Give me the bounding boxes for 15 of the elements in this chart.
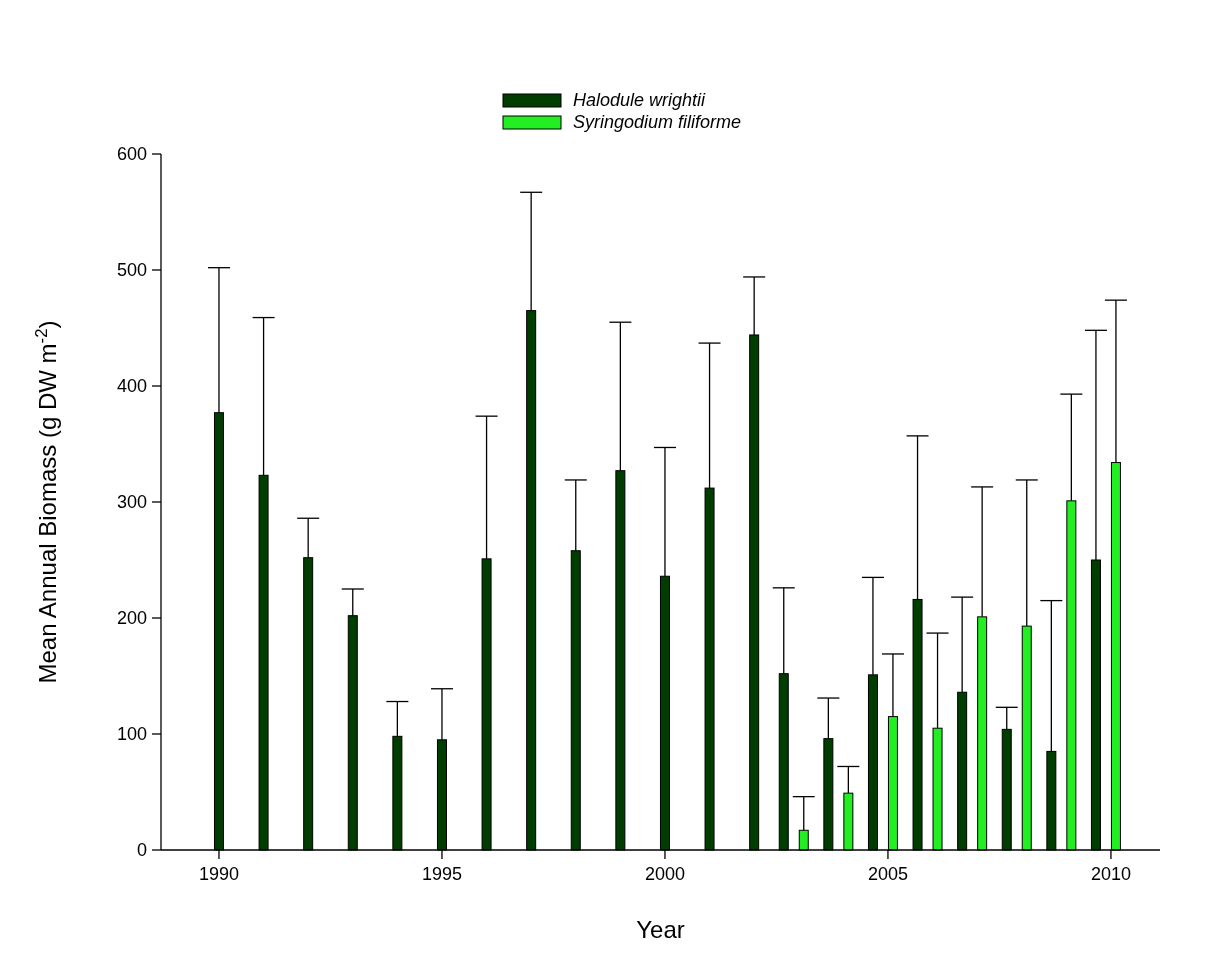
y-tick-label: 400 [116, 376, 147, 396]
y-tick-label: 200 [116, 608, 147, 628]
x-tick-label: 2010 [1090, 864, 1131, 884]
y-tick-label: 500 [116, 260, 147, 280]
x-tick-label: 1990 [198, 864, 239, 884]
y-tick-label: 300 [116, 492, 147, 512]
y-tick-label: 100 [116, 724, 147, 744]
y-tick-label: 600 [116, 144, 147, 164]
legend-label: Halodule wrightii [573, 90, 707, 110]
x-tick-label: 2005 [867, 864, 908, 884]
y-tick-label: 0 [136, 840, 147, 860]
legend-label: Syringodium filiforme [573, 112, 742, 132]
x-tick-label: 1995 [421, 864, 462, 884]
x-axis-title: Year [636, 916, 685, 943]
x-tick-label: 2000 [644, 864, 685, 884]
